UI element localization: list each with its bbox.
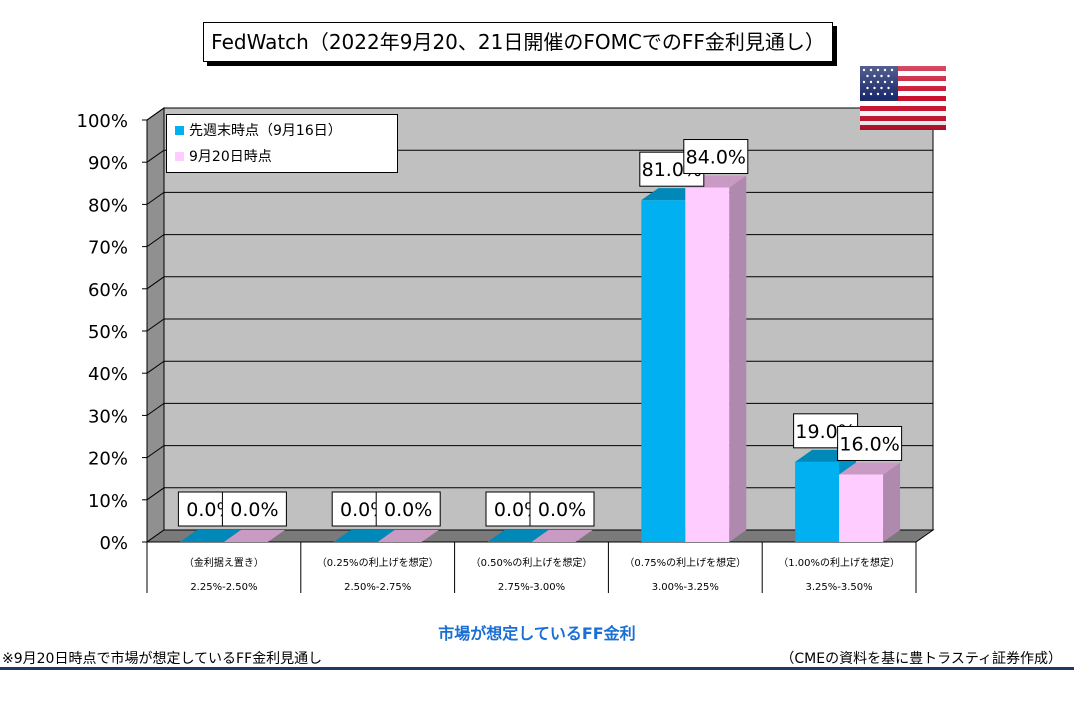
y-tick-label: 70% [88,238,128,259]
x-tick-label: （0.75%の利上げを想定） [624,556,746,569]
source-note: （CMEの資料を基に豊トラスティ証券作成） [780,651,1062,667]
x-tick-label: （金利据え置き） [184,556,264,569]
bar-series-2 [377,530,439,542]
bar-top [839,462,901,475]
legend-label-series-1: 先週末時点（9月16日） [189,123,342,139]
legend-label-series-2: 9月20日時点 [189,149,272,165]
bar-side [883,462,901,542]
bar-front [839,474,884,542]
x-tick-label: 3.25%-3.50% [806,582,873,593]
y-tick-label: 100% [77,111,128,132]
bar-top [333,530,395,542]
legend-swatch-series-1 [175,126,184,135]
bar-top [531,530,593,542]
legend-swatch-series-2 [175,152,184,161]
x-tick-label: 2.75%-3.00% [498,582,565,593]
x-axis-title: 市場が想定しているFF金利 [438,624,636,643]
y-tick-label: 30% [88,406,128,427]
bar-front [795,461,840,542]
data-label-box [837,425,903,461]
y-tick-label: 60% [88,280,128,301]
x-tick-label: 2.25%-2.50% [190,582,257,593]
y-gridline [146,149,933,163]
bar-front [685,187,730,542]
us-flag-icon [860,66,946,130]
bar-series-1 [333,530,395,542]
data-label: 0.0% [230,499,278,521]
footnote: ※9月20日時点で市場が想定しているFF金利見通し [2,651,323,667]
y-tick-label: 80% [88,195,128,216]
bar-series-2 [839,462,901,542]
bar-top [377,530,439,542]
data-label: 84.0% [686,147,746,169]
y-tick-label: 0% [99,533,128,554]
bar-top [487,530,549,542]
x-tick-label: 3.00%-3.25% [652,582,719,593]
bar-top [223,530,285,542]
chart-legend: 先週末時点（9月16日） 9月20日時点 [166,114,398,173]
data-label-box [375,491,441,527]
x-tick-label: 2.50%-2.75% [344,582,411,593]
bar-front [641,200,686,542]
bar-series-2 [531,530,593,542]
legend-item-series-2: 9月20日時点 [175,147,272,167]
x-tick-label: （0.25%の利上げを想定） [317,556,439,569]
bar-series-2 [223,530,285,542]
bar-side [729,175,747,542]
data-label-box [529,491,595,527]
data-label: 0.0% [538,499,586,521]
y-tick-label: 20% [88,449,128,470]
y-tick-label: 40% [88,364,128,385]
x-tick-label: （0.50%の利上げを想定） [471,556,593,569]
y-tick-label: 50% [88,322,128,343]
data-label: 0.0% [384,499,432,521]
bottom-rule [0,667,1074,670]
data-label: 16.0% [839,433,899,455]
x-tick-label: （1.00%の利上げを想定） [778,556,900,569]
bar-series-1 [179,530,241,542]
data-label-box [221,491,287,527]
y-tick-label: 90% [88,153,128,174]
chart-title: FedWatch（2022年9月20、21日開催のFOMCでのFF金利見通し） [203,22,833,62]
bar-series-2 [685,175,747,542]
bar-top [179,530,241,542]
legend-item-series-1: 先週末時点（9月16日） [175,121,342,141]
y-gridline [146,107,933,121]
bar-series-1 [487,530,549,542]
y-tick-label: 10% [88,491,128,512]
data-label-box [683,139,749,175]
